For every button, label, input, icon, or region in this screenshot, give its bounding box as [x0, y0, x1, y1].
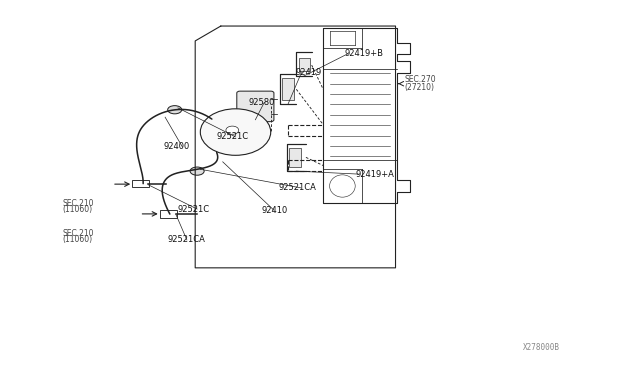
Ellipse shape	[200, 109, 271, 155]
Text: 92521C: 92521C	[216, 132, 248, 141]
Text: SEC.210: SEC.210	[63, 229, 94, 238]
Text: (11060): (11060)	[63, 235, 93, 244]
Ellipse shape	[168, 106, 182, 114]
Text: SEC.270: SEC.270	[404, 76, 436, 84]
FancyBboxPatch shape	[237, 91, 274, 122]
Text: 92419+A: 92419+A	[355, 170, 394, 179]
Text: 92410: 92410	[261, 206, 287, 215]
Text: 92521C: 92521C	[178, 205, 210, 214]
Text: (11060): (11060)	[63, 205, 93, 214]
Text: X278000B: X278000B	[523, 343, 560, 352]
Bar	[282, 78, 294, 100]
Text: 92521CA: 92521CA	[278, 183, 316, 192]
Ellipse shape	[190, 167, 204, 175]
Text: SEC.210: SEC.210	[63, 199, 94, 208]
Ellipse shape	[226, 126, 239, 134]
Bar	[289, 148, 301, 167]
Text: 92400: 92400	[163, 142, 189, 151]
Text: (27210): (27210)	[404, 83, 435, 92]
FancyBboxPatch shape	[160, 210, 177, 218]
Text: 92580: 92580	[248, 98, 275, 107]
Text: 92419: 92419	[295, 68, 321, 77]
FancyBboxPatch shape	[132, 180, 149, 187]
Text: 92419+B: 92419+B	[344, 49, 383, 58]
Text: 92521CA: 92521CA	[168, 235, 205, 244]
Bar	[299, 58, 310, 71]
